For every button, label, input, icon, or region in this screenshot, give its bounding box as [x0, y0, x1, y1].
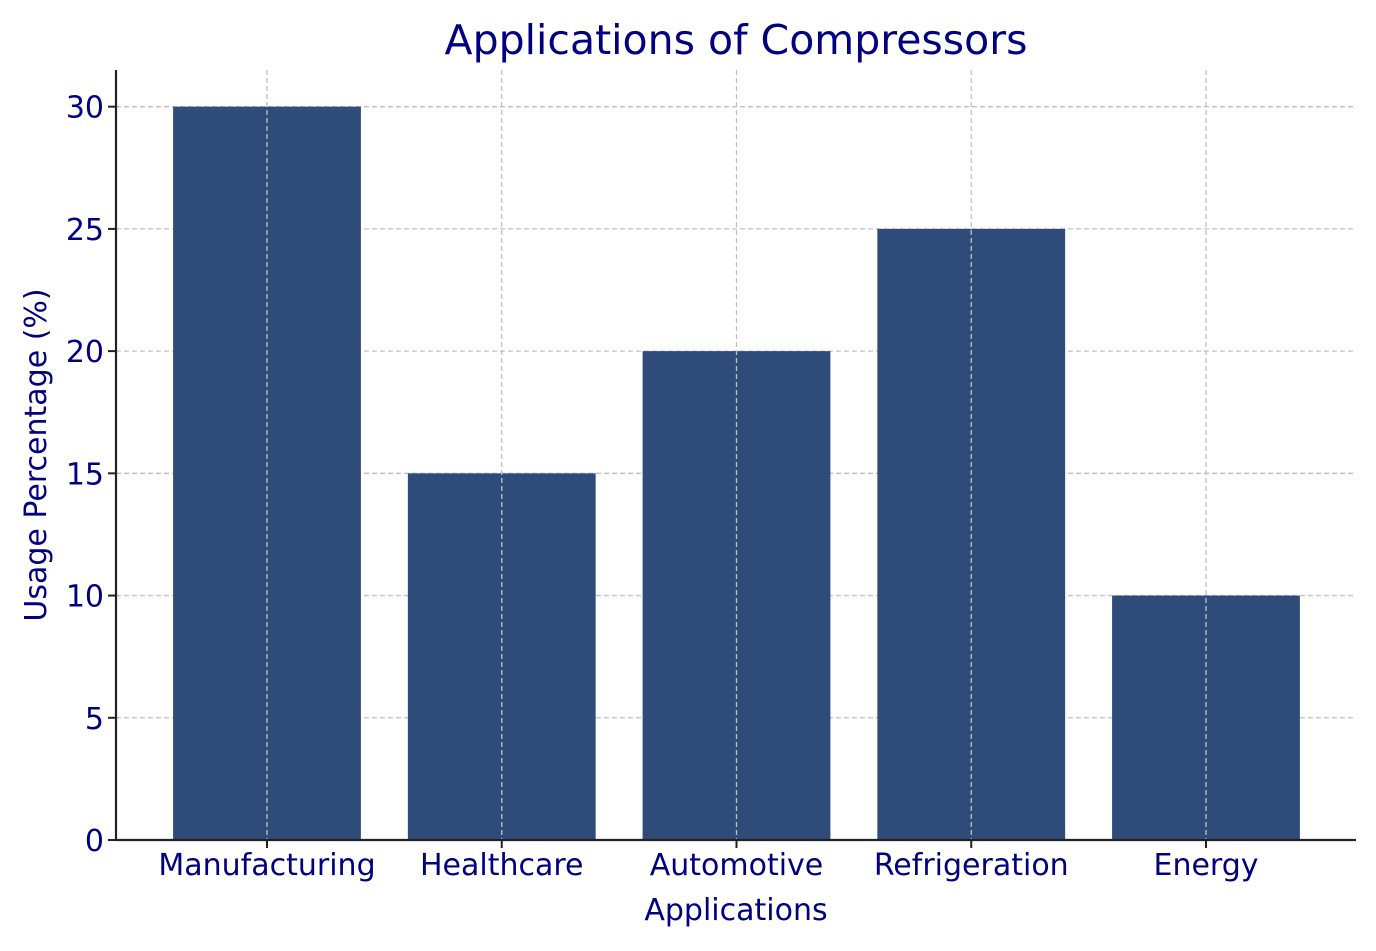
x-tick-label: Manufacturing: [158, 848, 375, 883]
vertical-grid-lines: [266, 70, 1207, 840]
x-tick-labels: Manufacturing Healthcare Automotive Refrige…: [158, 848, 1258, 883]
y-tick-label: 15: [66, 457, 104, 492]
x-axis-label: Applications: [644, 893, 827, 928]
x-tick-label: Refrigeration: [874, 848, 1069, 883]
axes: [108, 70, 1356, 848]
x-tick-label: Healthcare: [420, 848, 584, 883]
chart-title: Applications of Compressors: [445, 16, 1028, 64]
y-tick-label: 0: [85, 824, 104, 859]
x-tick-label: Energy: [1153, 848, 1258, 883]
y-tick-label: 25: [66, 213, 104, 248]
y-tick-label: 10: [66, 580, 104, 615]
y-tick-label: 5: [85, 702, 104, 737]
y-tick-labels: 0 5 10 15 20 25 30: [66, 91, 104, 859]
y-axis-label: Usage Percentage (%): [19, 288, 54, 621]
y-tick-label: 30: [66, 91, 104, 126]
y-tick-label: 20: [66, 335, 104, 370]
x-tick-label: Automotive: [650, 848, 824, 883]
